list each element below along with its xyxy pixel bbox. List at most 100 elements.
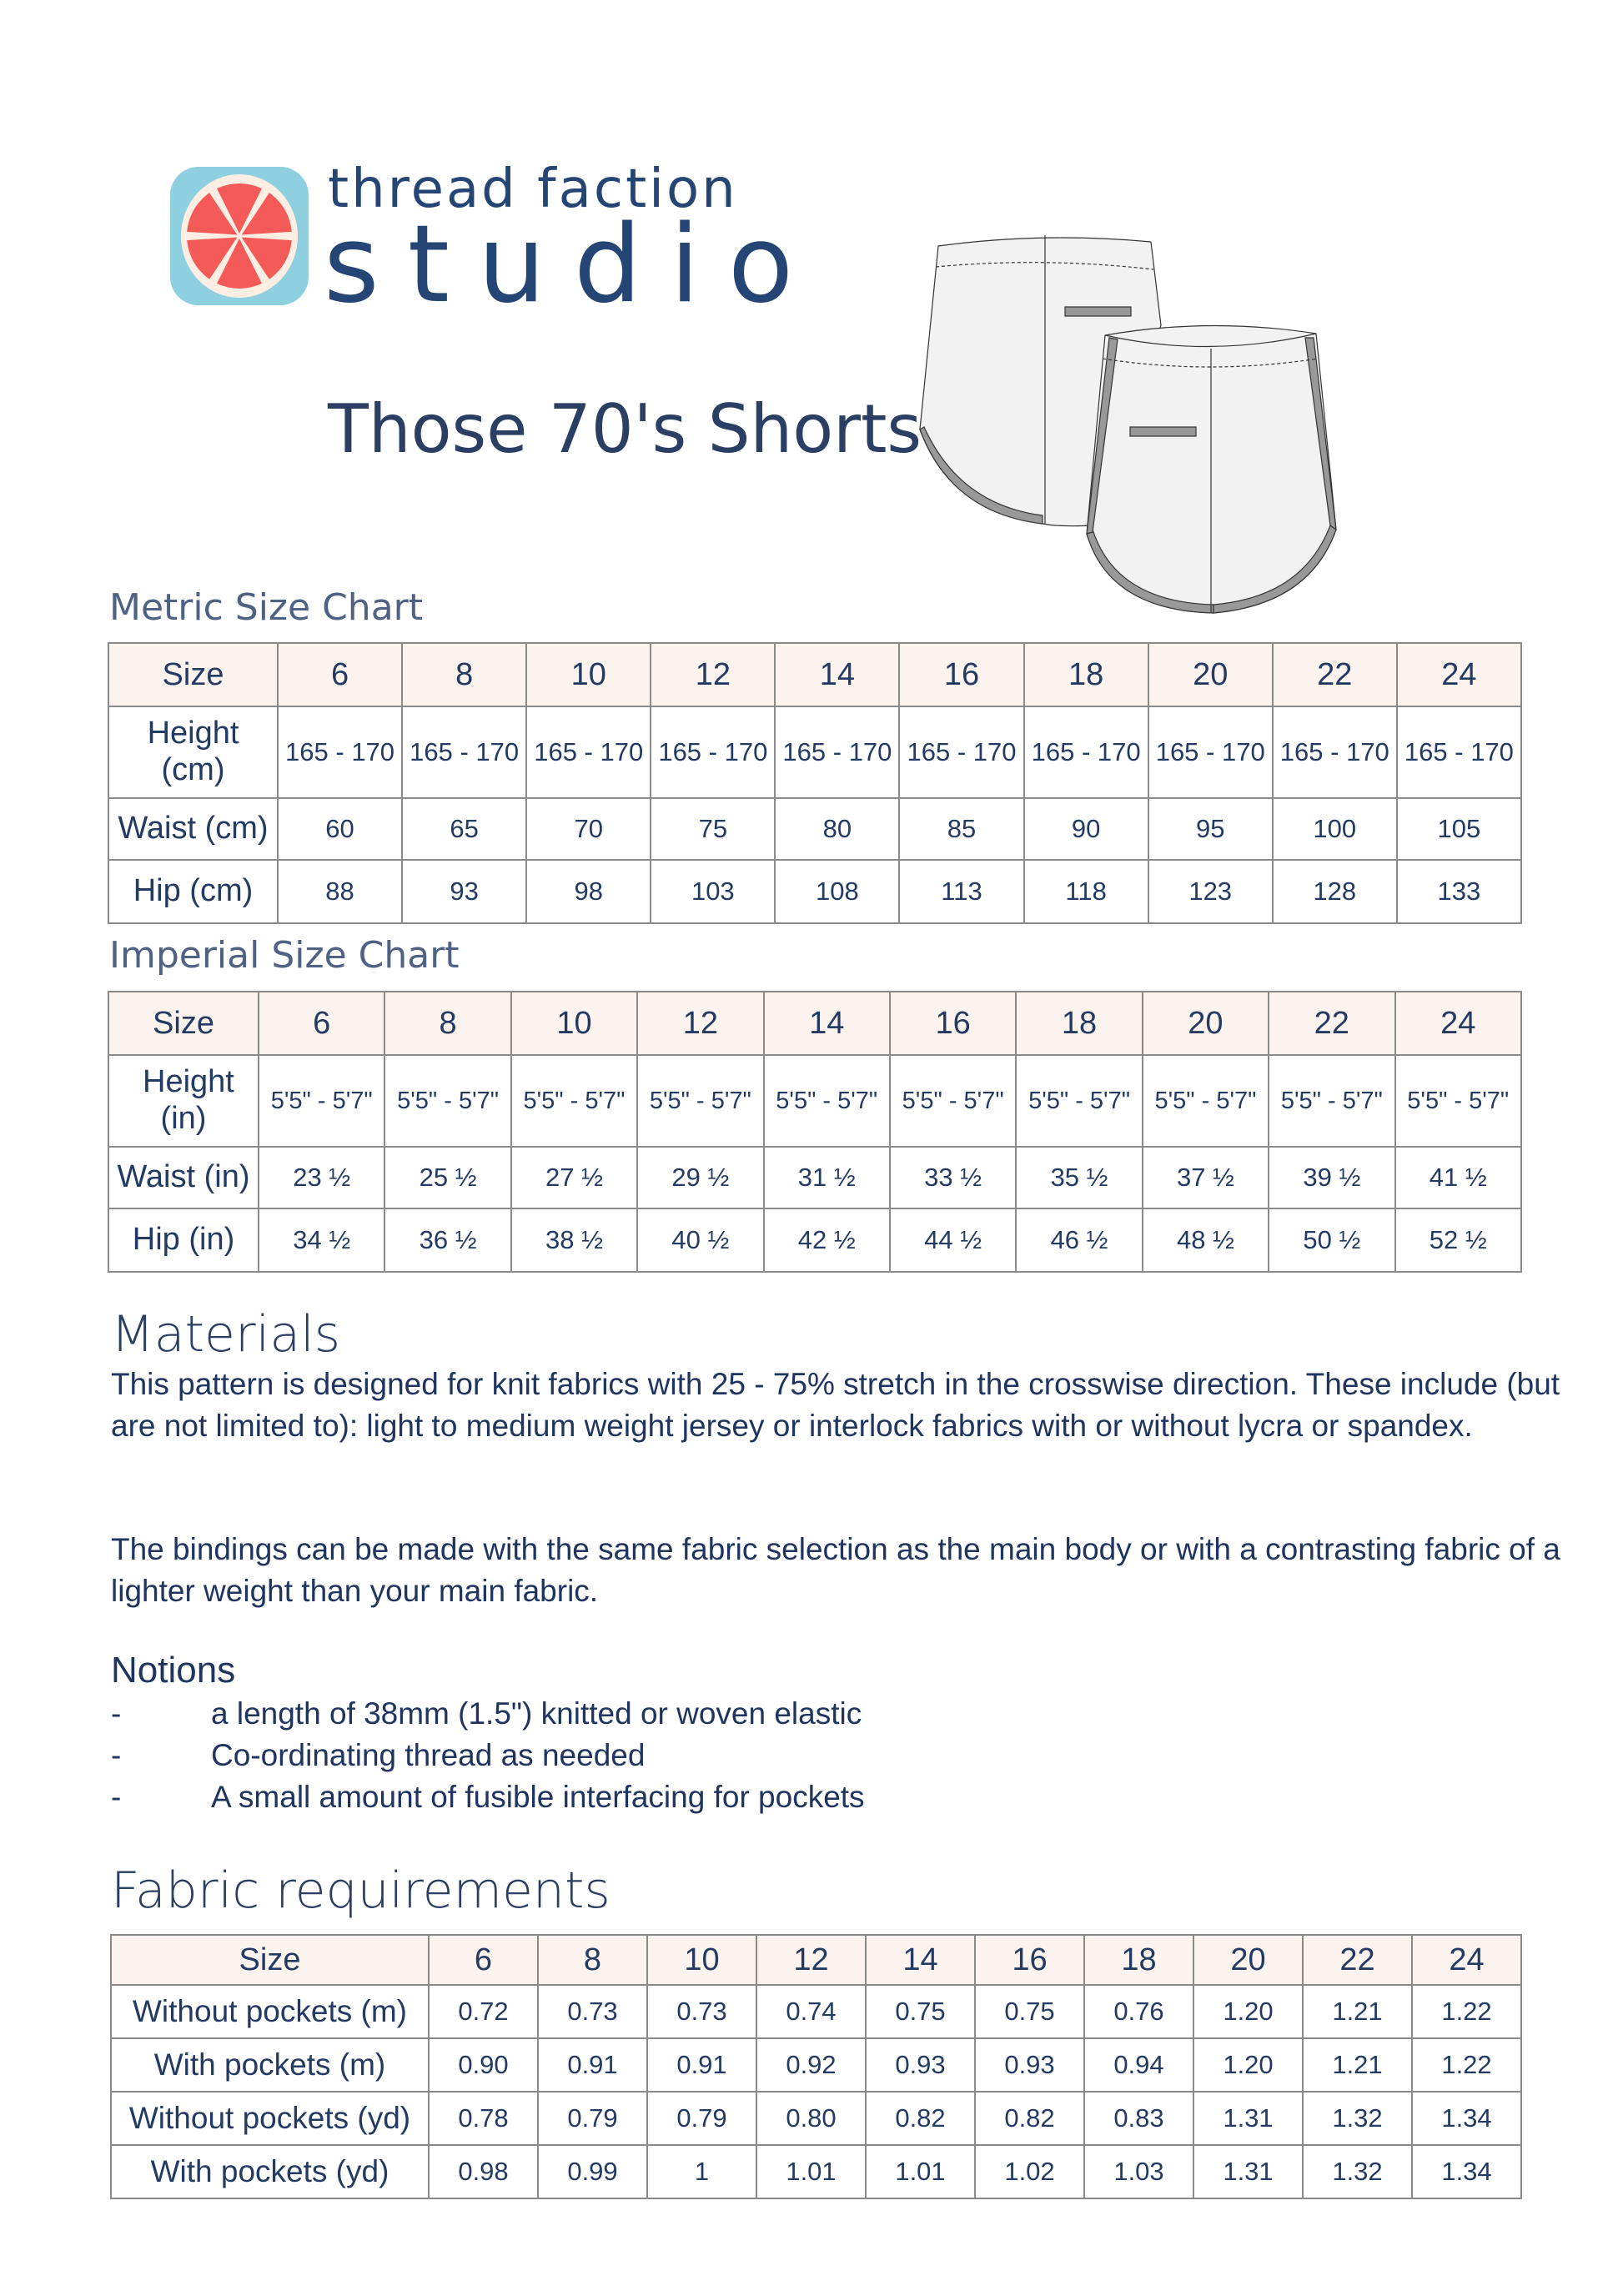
table-cell: 80 xyxy=(774,797,901,861)
table-cell: 37 ½ xyxy=(1141,1146,1270,1209)
table-row: Waist (cm) 60 65 70 75 80 85 90 95 100 105 xyxy=(108,797,1523,861)
table-cell: 0.82 xyxy=(865,2091,976,2146)
table-cell: 0.73 xyxy=(537,1984,648,2039)
materials-heading: Materials xyxy=(111,1305,341,1364)
notions-heading: Notions xyxy=(111,1650,236,1691)
table-cell: 1.31 xyxy=(1193,2144,1304,2199)
table-cell: 0.99 xyxy=(537,2144,648,2199)
size-column-header: 16 xyxy=(974,1934,1085,1986)
size-column-header: 22 xyxy=(1271,642,1398,707)
table-cell: 5'5" - 5'7" xyxy=(762,1054,891,1148)
table-cell: 5'5" - 5'7" xyxy=(1268,1054,1396,1148)
size-column-header: 12 xyxy=(650,642,776,707)
size-column-header: 8 xyxy=(384,991,512,1056)
table-cell: 1 xyxy=(646,2144,757,2199)
table-cell: 48 ½ xyxy=(1141,1208,1270,1273)
table-cell: 41 ½ xyxy=(1394,1146,1523,1209)
table-cell: 165 - 170 xyxy=(1023,706,1149,799)
table-cell: 0.82 xyxy=(974,2091,1085,2146)
materials-paragraph-2: The bindings can be made with the same f… xyxy=(111,1532,1560,1608)
bullet: - xyxy=(111,1738,122,1772)
size-column-header: 22 xyxy=(1302,1934,1413,1986)
table-cell: 0.73 xyxy=(646,1984,757,2039)
table-cell: 165 - 170 xyxy=(525,706,652,799)
size-column-header: 12 xyxy=(756,1934,867,1986)
table-cell: 0.83 xyxy=(1083,2091,1194,2146)
size-column-header: 18 xyxy=(1083,1934,1194,1986)
size-column-header: 24 xyxy=(1411,1934,1522,1986)
metric-size-table: Size 6 8 10 12 14 16 18 20 22 24 Height (cm) 165 - 1… xyxy=(108,642,1523,924)
table-cell: 165 - 170 xyxy=(898,706,1025,799)
table-cell: 1.03 xyxy=(1083,2144,1194,2199)
table-row: Without pockets (m) 0.72 0.73 0.73 0.74 0.75 0… xyxy=(110,1984,1522,2039)
table-cell: 1.21 xyxy=(1302,2037,1413,2093)
table-cell: 105 xyxy=(1395,797,1523,861)
header-row: Size 6 8 10 12 14 16 18 20 22 24 xyxy=(108,991,1523,1056)
table-cell: 165 - 170 xyxy=(276,706,404,799)
brand-name-top: thread faction xyxy=(328,158,738,220)
table-cell: 118 xyxy=(1023,859,1149,924)
table-cell: 1.22 xyxy=(1411,1984,1522,2039)
size-header: Size xyxy=(108,991,259,1056)
table-cell: 39 ½ xyxy=(1268,1146,1396,1209)
bullet: - xyxy=(111,1696,122,1731)
notions-item-text: Co-ordinating thread as needed xyxy=(211,1738,646,1772)
table-cell: 0.79 xyxy=(537,2091,648,2146)
table-cell: 52 ½ xyxy=(1394,1208,1523,1273)
table-cell: 85 xyxy=(898,797,1025,861)
metric-chart-label: Metric Size Chart xyxy=(109,586,423,629)
table-row: Hip (cm) 88 93 98 103 108 113 118 123 128 133 xyxy=(108,859,1523,924)
table-cell: 0.91 xyxy=(646,2037,757,2093)
table-cell: 1.32 xyxy=(1302,2091,1413,2146)
header-row: Size 6 8 10 12 14 16 18 20 22 24 xyxy=(110,1934,1522,1986)
table-cell: 5'5" - 5'7" xyxy=(384,1054,512,1148)
table-cell: 123 xyxy=(1147,859,1274,924)
brand-name-bottom: studio xyxy=(324,203,822,327)
size-column-header: 16 xyxy=(898,642,1025,707)
size-column-header: 14 xyxy=(865,1934,976,1986)
size-column-header: 8 xyxy=(537,1934,648,1986)
size-column-header: 20 xyxy=(1147,642,1274,707)
materials-paragraph-1: This pattern is designed for knit fabric… xyxy=(111,1367,1560,1443)
table-cell: 38 ½ xyxy=(510,1208,639,1273)
imperial-size-table: Size 6 8 10 12 14 16 18 20 22 24 Height (in) 5'5" - … xyxy=(108,991,1523,1273)
table-cell: 165 - 170 xyxy=(774,706,901,799)
table-cell: 1.21 xyxy=(1302,1984,1413,2039)
pattern-title: Those 70's Shorts xyxy=(328,390,922,468)
row-label: Waist (in) xyxy=(108,1146,259,1209)
size-column-header: 20 xyxy=(1141,991,1270,1056)
table-cell: 34 ½ xyxy=(257,1208,386,1273)
table-cell: 95 xyxy=(1147,797,1274,861)
size-column-header: 24 xyxy=(1394,991,1523,1056)
table-cell: 44 ½ xyxy=(888,1208,1018,1273)
table-cell: 36 ½ xyxy=(384,1208,512,1273)
table-cell: 98 xyxy=(525,859,652,924)
row-label: Hip (in) xyxy=(108,1208,259,1273)
size-column-header: 12 xyxy=(636,991,765,1056)
table-cell: 5'5" - 5'7" xyxy=(257,1054,386,1148)
bullet: - xyxy=(111,1780,122,1814)
table-cell: 5'5" - 5'7" xyxy=(1394,1054,1523,1148)
table-cell: 0.74 xyxy=(756,1984,867,2039)
table-cell: 0.75 xyxy=(974,1984,1085,2039)
table-cell: 1.20 xyxy=(1193,1984,1304,2039)
table-cell: 75 xyxy=(650,797,776,861)
table-cell: 46 ½ xyxy=(1015,1208,1143,1273)
size-column-header: 14 xyxy=(774,642,901,707)
row-label: Height (cm) xyxy=(108,706,279,799)
table-cell: 1.31 xyxy=(1193,2091,1304,2146)
table-row: With pockets (m) 0.90 0.91 0.91 0.92 0.93 0.93… xyxy=(110,2037,1522,2093)
table-cell: 42 ½ xyxy=(762,1208,891,1273)
table-cell: 70 xyxy=(525,797,652,861)
table-cell: 103 xyxy=(650,859,776,924)
table-cell: 33 ½ xyxy=(888,1146,1018,1209)
table-cell: 1.20 xyxy=(1193,2037,1304,2093)
row-label: Hip (cm) xyxy=(108,859,279,924)
table-cell: 65 xyxy=(401,797,528,861)
table-cell: 108 xyxy=(774,859,901,924)
table-cell: 1.32 xyxy=(1302,2144,1413,2199)
grapefruit-logo-icon xyxy=(170,167,309,305)
table-cell: 133 xyxy=(1395,859,1523,924)
table-cell: 25 ½ xyxy=(384,1146,512,1209)
